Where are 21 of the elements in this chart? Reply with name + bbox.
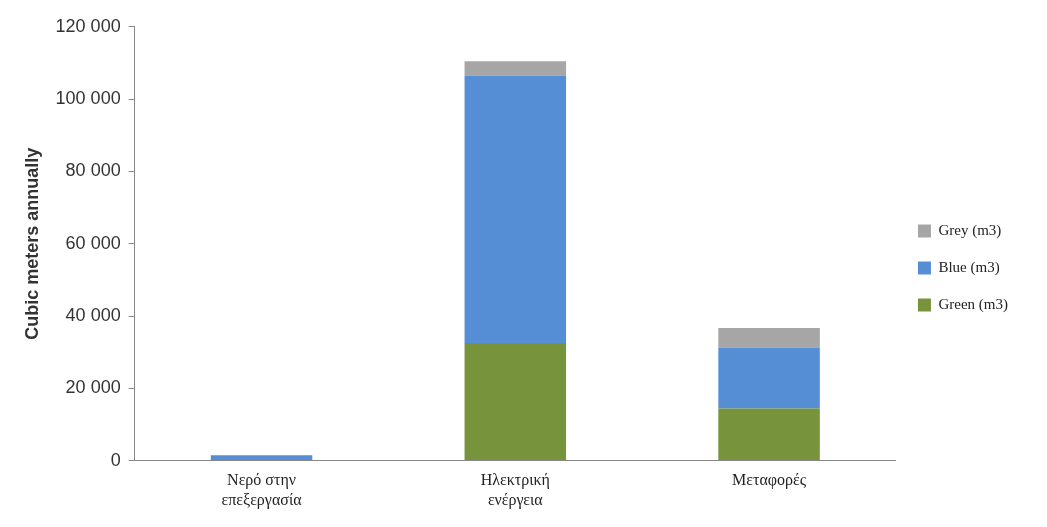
x-tick-label: Μεταφορές — [732, 471, 807, 490]
y-tick-label: 40 000 — [65, 304, 121, 325]
bar — [718, 408, 820, 461]
y-tick-label: 0 — [110, 449, 121, 470]
y-tick-label: 120 000 — [55, 15, 121, 36]
legend-label: Blue (m3) — [938, 258, 1000, 276]
bar — [464, 75, 567, 344]
y-tick-label: 60 000 — [65, 232, 121, 253]
x-tick-label: Νερό στην επεξεργασία — [221, 471, 303, 509]
bar — [718, 327, 820, 348]
x-tick-label: Ηλεκτρική ενέργεια — [480, 471, 550, 509]
y-tick-label: 100 000 — [55, 88, 121, 109]
bar — [464, 343, 567, 461]
y-tick-label: 80 000 — [65, 160, 121, 181]
bar — [464, 61, 567, 76]
legend-label: Grey (m3) — [938, 221, 1002, 239]
y-tick-label: 20 000 — [65, 377, 121, 398]
legend-label: Green (m3) — [938, 295, 1009, 313]
y-axis-title: Cubic meters annually — [21, 147, 42, 340]
bar — [210, 455, 313, 461]
bar — [718, 347, 820, 409]
